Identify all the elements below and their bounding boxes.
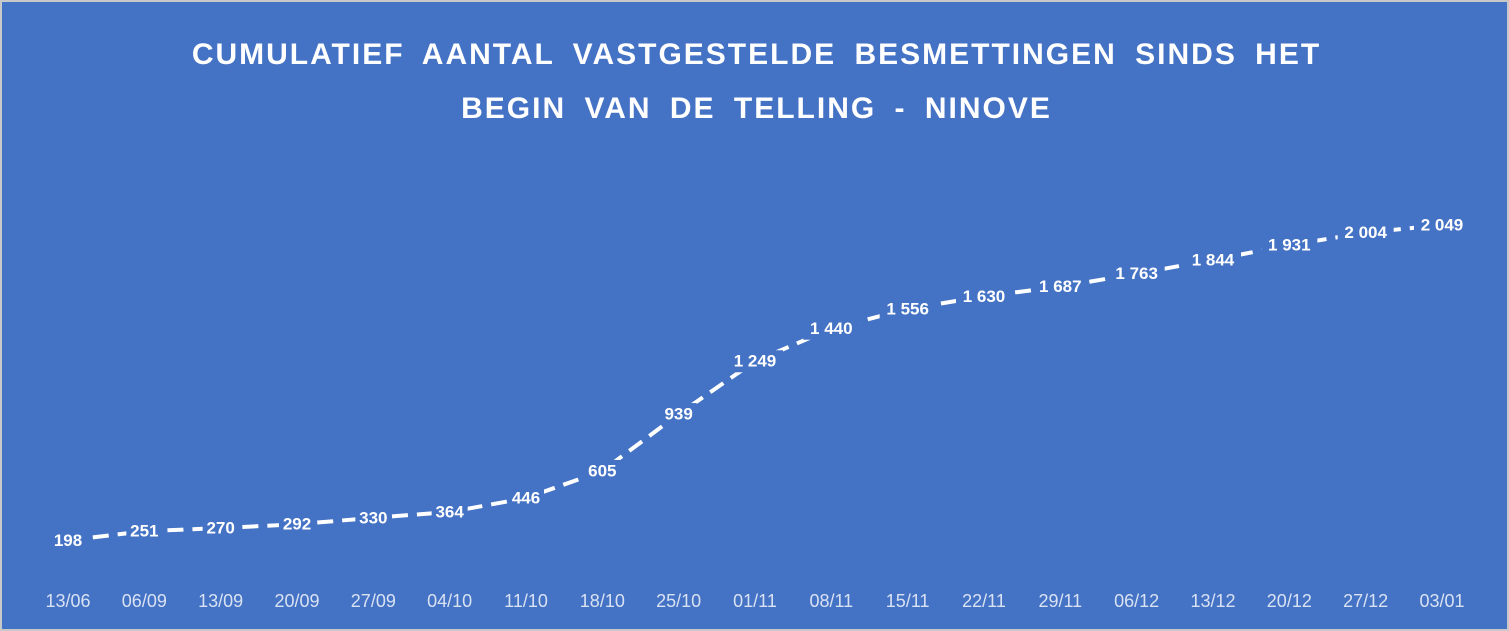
data-label: 270 xyxy=(206,518,234,537)
x-tick-label: 06/12 xyxy=(1114,591,1159,611)
label-bg xyxy=(1414,214,1470,236)
label-bg xyxy=(1108,262,1165,285)
data-label: 1 844 xyxy=(1192,250,1235,269)
label-bg xyxy=(202,517,239,540)
x-tick-label: 13/09 xyxy=(198,591,243,611)
data-label: 330 xyxy=(359,508,387,527)
x-tick-label: 15/11 xyxy=(886,591,930,611)
data-label: 364 xyxy=(435,502,464,521)
x-tick-label: 13/06 xyxy=(45,591,90,611)
label-bg xyxy=(1032,275,1089,298)
label-bg xyxy=(879,297,936,320)
x-tick-label: 22/11 xyxy=(962,591,1006,611)
chart-title: CUMULATIEF AANTAL VASTGESTELDE BESMETTIN… xyxy=(191,38,1322,125)
label-bg xyxy=(50,529,86,552)
x-tick-label: 04/10 xyxy=(427,591,472,611)
label-bg xyxy=(660,403,697,426)
label-bg xyxy=(355,506,392,529)
x-tick-label: 11/10 xyxy=(504,591,548,611)
x-tick-label: 25/10 xyxy=(656,591,701,611)
data-label: 1 556 xyxy=(886,299,929,318)
data-label: 605 xyxy=(588,461,616,480)
label-bg xyxy=(126,520,163,543)
label-bg xyxy=(727,350,783,373)
label-bg xyxy=(1337,221,1394,244)
label-bg xyxy=(1261,234,1318,257)
data-label: 251 xyxy=(130,522,158,541)
label-bg xyxy=(956,285,1012,308)
data-label: 292 xyxy=(283,515,311,534)
label-bg xyxy=(431,501,468,524)
x-tick-label: 27/09 xyxy=(351,591,396,611)
x-tick-label: 27/12 xyxy=(1343,591,1388,611)
label-bg xyxy=(508,487,544,510)
label-bg xyxy=(1185,248,1241,271)
data-label: 1 249 xyxy=(734,352,777,371)
x-tick-label: 08/11 xyxy=(809,591,853,611)
data-label: 446 xyxy=(512,489,540,508)
x-tick-label: 03/01 xyxy=(1419,591,1464,611)
data-label: 1 931 xyxy=(1268,236,1311,255)
x-tick-label: 13/12 xyxy=(1190,591,1235,611)
data-label: 2 049 xyxy=(1421,215,1464,234)
label-bg xyxy=(803,317,860,340)
x-tick-label: 01/11 xyxy=(733,591,777,611)
data-label: 1 763 xyxy=(1115,264,1158,283)
data-label: 198 xyxy=(54,531,82,550)
label-bg xyxy=(584,459,621,482)
x-tick-label: 18/10 xyxy=(580,591,625,611)
x-tick-label: 06/09 xyxy=(122,591,167,611)
data-label: 2 004 xyxy=(1344,223,1387,242)
x-tick-label: 20/12 xyxy=(1267,591,1312,611)
data-label: 939 xyxy=(664,405,692,424)
label-bg xyxy=(279,513,315,536)
x-tick-label: 29/11 xyxy=(1038,591,1082,611)
data-label: 1 687 xyxy=(1039,277,1082,296)
data-label: 1 630 xyxy=(963,287,1006,306)
x-tick-label: 20/09 xyxy=(274,591,319,611)
data-label: 1 440 xyxy=(810,319,853,338)
